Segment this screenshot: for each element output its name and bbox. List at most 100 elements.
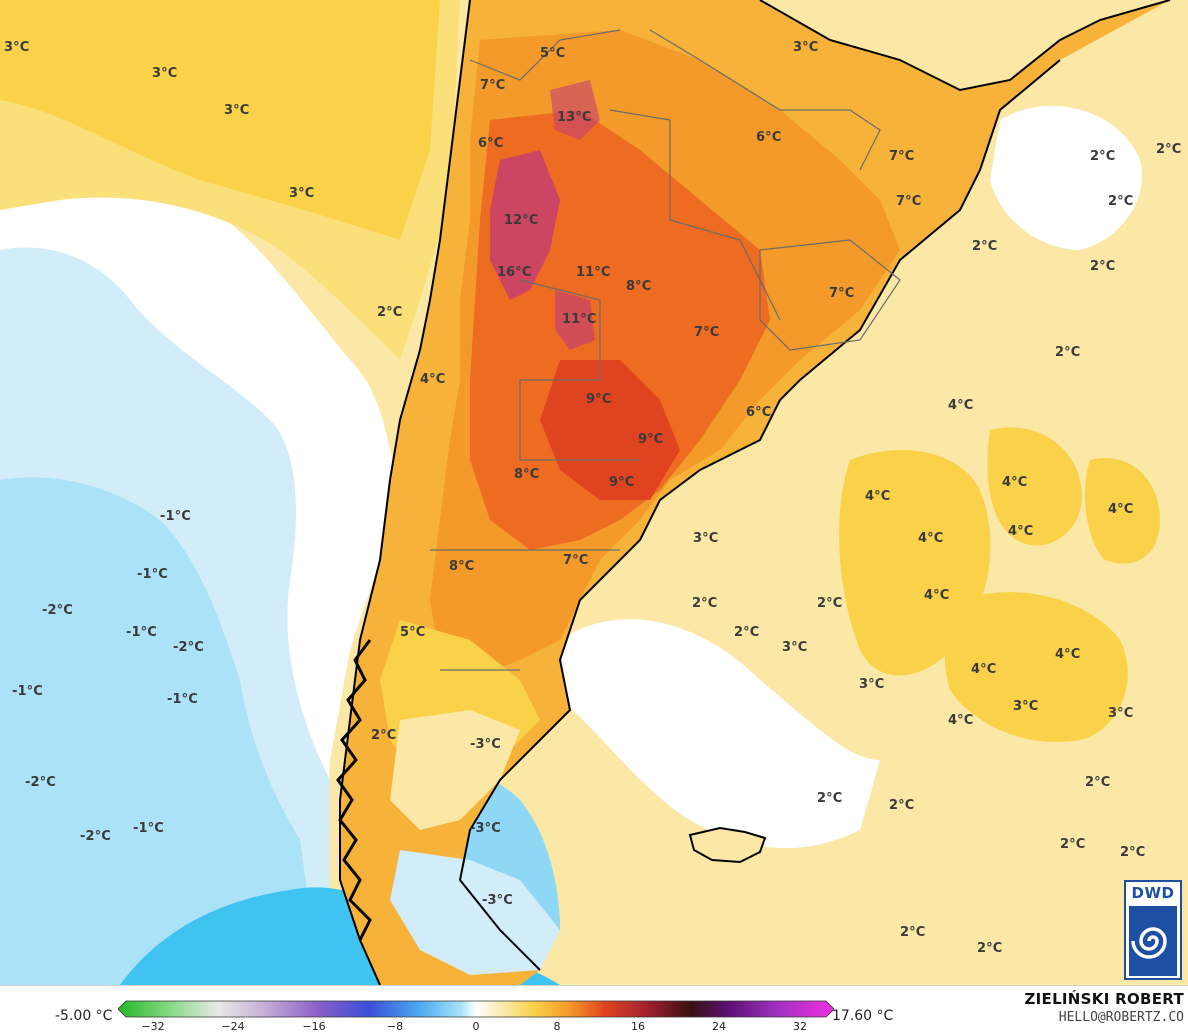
temp-label: 8°C: [449, 559, 475, 574]
temp-label: 3°C: [859, 677, 885, 692]
temp-label: 4°C: [865, 489, 891, 504]
temp-label: 3°C: [4, 40, 30, 55]
temp-label: 3°C: [224, 103, 250, 118]
andes-magenta: [490, 150, 560, 300]
temp-label: 7°C: [889, 149, 915, 164]
temp-label: -2°C: [42, 603, 73, 618]
andes-magenta-2: [555, 290, 595, 350]
colorbar-tick: 32: [793, 1020, 807, 1033]
temp-label: 2°C: [1055, 345, 1081, 360]
temp-label: 3°C: [1108, 706, 1134, 721]
temp-label: 2°C: [1156, 142, 1182, 157]
temp-label: 3°C: [693, 531, 719, 546]
temp-label: 9°C: [609, 475, 635, 490]
temp-label: -2°C: [80, 829, 111, 844]
patagonia-pale: [390, 710, 520, 830]
temperature-map: 3°C 3°C 3°C 3°C 5°C 7°C 13°C 6°C 3°C 6°C…: [0, 0, 1188, 985]
colorbar-tick: 8: [553, 1020, 561, 1033]
temp-label: 8°C: [626, 279, 652, 294]
temp-label: 2°C: [692, 596, 718, 611]
temp-label: 8°C: [514, 467, 540, 482]
temp-label: 2°C: [1108, 194, 1134, 209]
temp-label: 2°C: [817, 791, 843, 806]
atlantic-white-patch: [560, 619, 880, 849]
temp-label: 2°C: [1120, 845, 1146, 860]
temp-label: 2°C: [1060, 837, 1086, 852]
temp-label: 4°C: [948, 398, 974, 413]
temp-label: 4°C: [1108, 502, 1134, 517]
temp-label: 7°C: [694, 325, 720, 340]
author-email[interactable]: HELLO@ROBERTZ.CO: [1058, 1010, 1184, 1025]
temp-label: 7°C: [896, 194, 922, 209]
temp-label: -1°C: [126, 625, 157, 640]
temperature-colorbar: [118, 1000, 834, 1018]
temp-label: 3°C: [782, 640, 808, 655]
temp-label: 2°C: [977, 941, 1003, 956]
temp-label: 4°C: [948, 713, 974, 728]
colorbar-tick: −16: [302, 1020, 326, 1033]
temp-label: 2°C: [972, 239, 998, 254]
temp-label: -1°C: [12, 684, 43, 699]
temp-label: 2°C: [1090, 149, 1116, 164]
atlantic-coastline: [458, 0, 1171, 971]
temp-label: 7°C: [563, 553, 589, 568]
dwd-logo: DWD: [1124, 880, 1182, 980]
temp-label: 4°C: [1055, 647, 1081, 662]
pacific-north-core: [0, 0, 440, 240]
andes-magenta-3: [550, 80, 600, 140]
temp-label: 7°C: [480, 78, 506, 93]
temp-label: 7°C: [829, 286, 855, 301]
temp-label: 4°C: [924, 588, 950, 603]
temp-label: 2°C: [889, 798, 915, 813]
colorbar-tick: −24: [221, 1020, 245, 1033]
temp-label: 3°C: [289, 186, 315, 201]
temp-label: 4°C: [971, 662, 997, 677]
temp-label: -2°C: [173, 640, 204, 655]
chile-fjords: [336, 639, 372, 941]
temp-label: 4°C: [420, 372, 446, 387]
atlantic-yellow-blob-2: [944, 592, 1128, 742]
temp-label: -1°C: [160, 509, 191, 524]
temp-label: 11°C: [576, 265, 611, 280]
temp-label: 4°C: [1002, 475, 1028, 490]
temp-label: 5°C: [400, 625, 426, 640]
temp-label: 4°C: [1008, 524, 1034, 539]
temp-label: 9°C: [586, 392, 612, 407]
dwd-logo-text: DWD: [1131, 884, 1175, 902]
temp-label: -2°C: [25, 775, 56, 790]
falkland-islands: [688, 826, 767, 864]
country-borders: [430, 29, 901, 671]
temp-label: 2°C: [1085, 775, 1111, 790]
temp-label: 9°C: [638, 432, 664, 447]
legend-footer: -5.00 °C: [0, 985, 1188, 1036]
temp-label: 11°C: [562, 312, 597, 327]
colorbar-tick: −32: [141, 1020, 165, 1033]
colorbar-tick: 24: [712, 1020, 726, 1033]
temp-label: 2°C: [817, 596, 843, 611]
temp-label: 2°C: [734, 625, 760, 640]
colorbar-tick: 16: [631, 1020, 645, 1033]
atlantic-yellow-blob-4: [1085, 458, 1160, 564]
temp-label: -3°C: [470, 821, 501, 836]
pacific-cyan-region: [0, 477, 320, 985]
temp-label: -1°C: [133, 821, 164, 836]
atlantic-white-north: [990, 105, 1142, 250]
temp-label: 2°C: [900, 925, 926, 940]
legend-min-value: -5.00 °C: [55, 1008, 113, 1024]
temp-label: 6°C: [478, 136, 504, 151]
temp-label: -3°C: [482, 893, 513, 908]
temp-label: 2°C: [371, 728, 397, 743]
temp-label: -3°C: [470, 737, 501, 752]
temp-label: 13°C: [557, 110, 592, 125]
temp-label: 6°C: [746, 405, 772, 420]
temp-label: 16°C: [497, 265, 532, 280]
map-canvas: [0, 0, 1171, 985]
temp-label: 5°C: [540, 46, 566, 61]
temp-label: 12°C: [504, 213, 539, 228]
temp-label: 6°C: [756, 130, 782, 145]
dwd-swirl-icon: [1129, 906, 1177, 976]
tierra-del-fuego: [390, 850, 560, 975]
temp-label: 3°C: [1013, 699, 1039, 714]
continent-red-core: [540, 360, 680, 500]
temp-label: -1°C: [167, 692, 198, 707]
